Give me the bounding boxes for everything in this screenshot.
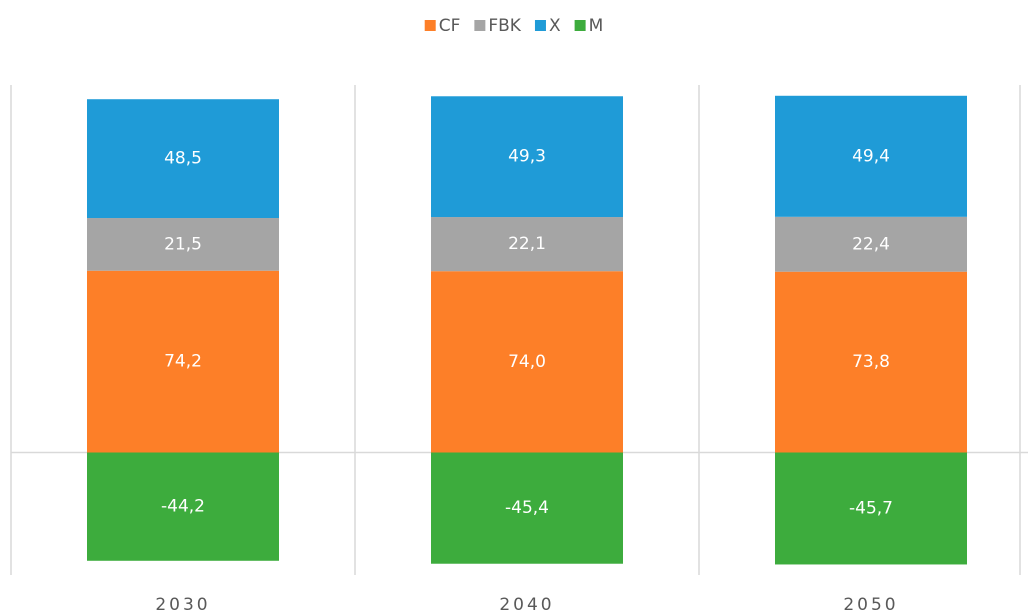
bar-segment: [87, 99, 279, 219]
legend-label: M: [589, 16, 604, 36]
legend-label: X: [549, 16, 561, 36]
x-tick-label: 2030: [155, 595, 210, 615]
legend-label: FBK: [488, 16, 521, 36]
legend-swatch: [424, 20, 436, 31]
bar-segment: [87, 270, 279, 453]
data-label: 22,1: [508, 234, 546, 254]
bar-segment: [87, 452, 279, 561]
bar-segment: [775, 95, 967, 217]
legend-swatch: [574, 20, 586, 31]
data-label: 48,5: [164, 149, 202, 169]
bar-segment: [775, 452, 967, 565]
x-tick-label: 2050: [843, 595, 898, 615]
data-label: 49,3: [508, 147, 546, 167]
bar-segment: [87, 218, 279, 271]
legend-swatch: [474, 20, 486, 31]
data-label: 74,2: [164, 352, 202, 372]
bar-segment: [431, 452, 623, 564]
legend-label: CF: [439, 16, 461, 36]
x-tick-label: 2040: [499, 595, 554, 615]
bar-segment: [431, 271, 623, 453]
data-label: 22,4: [852, 234, 890, 254]
bar-segment: [775, 216, 967, 272]
data-label: -45,4: [505, 498, 549, 518]
data-label: 21,5: [164, 234, 202, 254]
legend-swatch: [534, 20, 546, 31]
data-label: 73,8: [852, 352, 890, 372]
data-label: -44,2: [161, 497, 205, 517]
data-label: -45,7: [849, 498, 893, 518]
bar-segment: [431, 96, 623, 218]
data-label: 49,4: [852, 146, 890, 166]
bar-segment: [431, 217, 623, 272]
separators: [10, 85, 1021, 575]
bar-segment: [775, 271, 967, 453]
data-label: 74,0: [508, 352, 546, 372]
